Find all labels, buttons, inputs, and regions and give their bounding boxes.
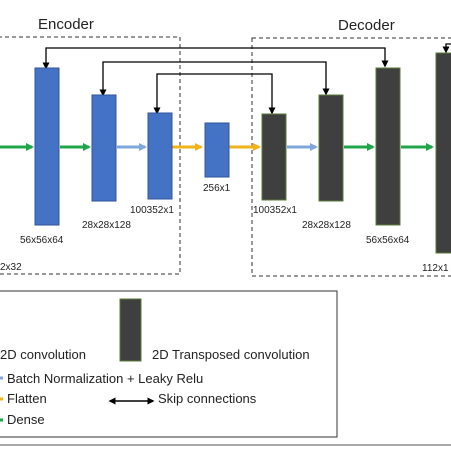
decoder-block-3 [375,67,401,226]
legend-skip-label: Skip connections [158,391,257,406]
legend-box [0,290,338,438]
encoder-block-1 [34,67,60,226]
bottleneck-dim: 256x1 [203,183,231,194]
legend-flatten-label: Flatten [7,391,47,406]
encoder-block-3 [147,112,173,200]
decoder-box [251,37,451,277]
legend-tconv-swatch [119,298,142,362]
encoder-block-1-dim: 56x56x64 [20,235,64,246]
legend-tconv-label: 2D Transposed convolution [152,347,310,362]
legend-bn-label: Batch Normalization + Leaky Relu [7,371,203,386]
decoder-block-4-dim: 112x1 [422,263,449,274]
encoder-block-3-dim: 100352x1 [130,205,174,216]
decoder-block-1-dim: 100352x1 [253,205,297,216]
encoder-dim-left: 2x32 [0,262,22,273]
encoder-block-2-dim: 28x28x128 [82,220,131,231]
skip-connection-4 [442,43,451,54]
decoder-block-4 [435,52,451,254]
decoder-block-3-dim: 56x56x64 [366,235,410,246]
bottleneck-block [204,122,230,178]
decoder-title: Decoder [338,17,395,34]
decoder-block-2 [318,94,344,202]
encoder-block-2 [91,94,117,202]
decoder-block-2-dim: 28x28x128 [302,220,351,231]
encoder-title: Encoder [38,16,94,33]
legend-dense-label: Dense [7,412,45,427]
skip-connection-1 [42,47,389,70]
skip-connection-3 [153,73,276,115]
decoder-block-1 [261,113,287,201]
skip-connection-2 [99,61,330,97]
encoder-box [0,36,181,275]
legend-conv-label: 2D convolution [0,347,86,362]
